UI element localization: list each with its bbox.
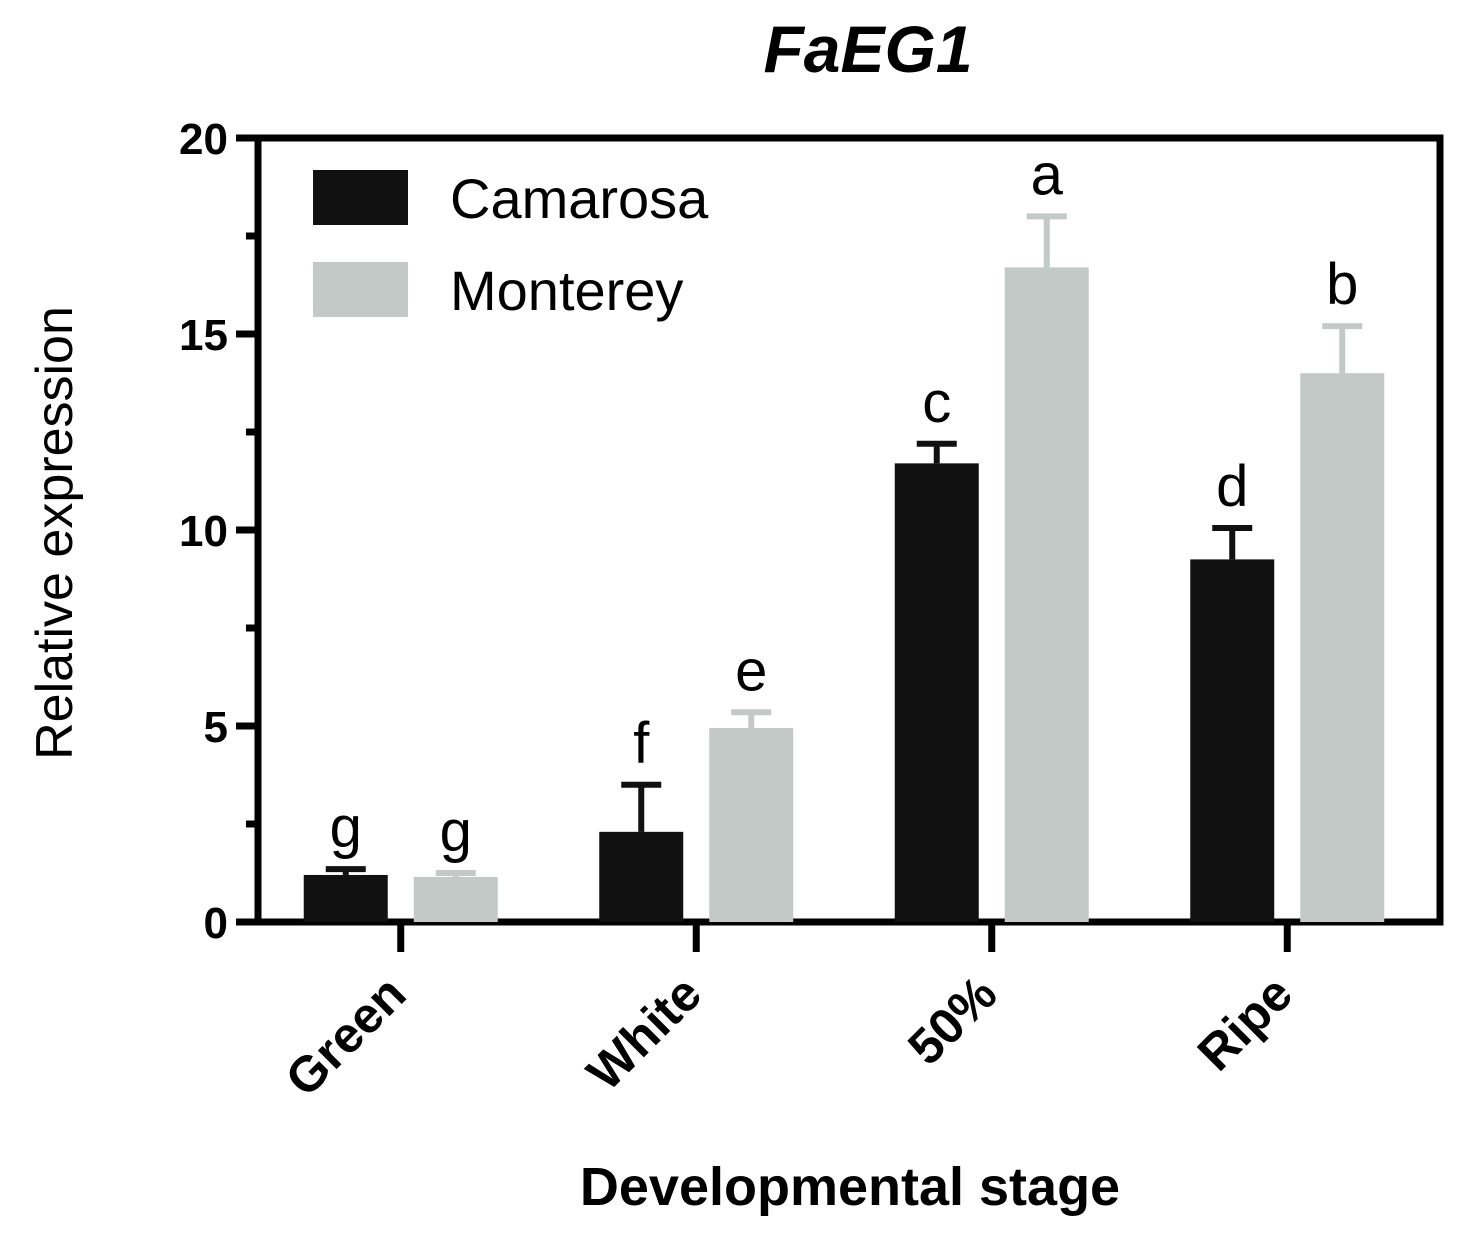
x-tick-label: 50% xyxy=(897,965,1007,1075)
bar xyxy=(599,831,684,922)
x-tick-label: White xyxy=(576,965,712,1101)
significance-letter: g xyxy=(330,795,362,860)
legend-label-monterey: Monterey xyxy=(450,259,683,322)
significance-letter: g xyxy=(440,799,472,864)
bar xyxy=(1190,559,1275,922)
x-axis-title: Developmental stage xyxy=(580,1157,1120,1217)
bar xyxy=(413,876,498,922)
legend: Camarosa Monterey xyxy=(313,167,709,322)
significance-letter: c xyxy=(922,370,951,435)
y-tick-label: 0 xyxy=(204,899,228,948)
y-tick-label: 10 xyxy=(179,507,228,556)
bar xyxy=(1004,267,1089,922)
y-tick-label: 5 xyxy=(204,703,228,752)
legend-swatch-monterey xyxy=(313,262,408,317)
legend-swatch-camarosa xyxy=(313,170,408,225)
significance-letter: a xyxy=(1031,142,1064,207)
significance-letter: b xyxy=(1326,252,1358,317)
y-tick-label: 15 xyxy=(179,311,228,360)
legend-label-camarosa: Camarosa xyxy=(450,167,709,230)
significance-letter: d xyxy=(1216,454,1248,519)
bar xyxy=(709,727,794,922)
bar xyxy=(1300,373,1385,922)
chart-title: FaEG1 xyxy=(763,12,972,86)
x-tick-label: Green xyxy=(275,965,417,1107)
y-axis-title: Relative expression xyxy=(26,306,84,760)
bar xyxy=(303,874,388,922)
bar xyxy=(894,463,979,922)
y-tick-label: 20 xyxy=(179,115,228,164)
significance-letter: f xyxy=(633,711,650,776)
significance-letter: e xyxy=(735,638,767,703)
x-tick-label: Ripe xyxy=(1187,965,1303,1081)
